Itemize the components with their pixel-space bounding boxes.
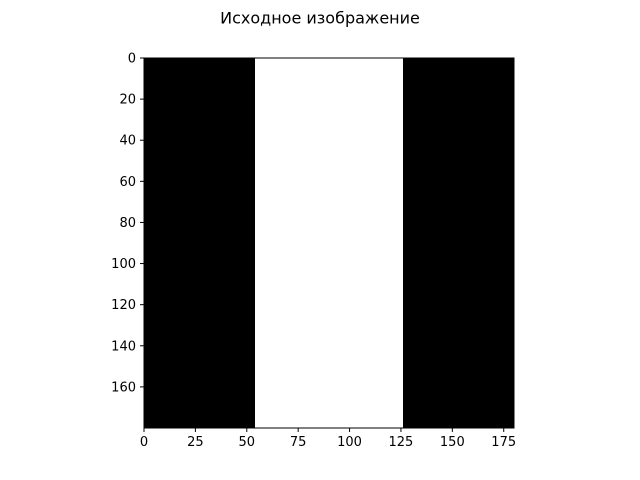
image-band-0 [255, 58, 403, 428]
x-tick-label: 50 [239, 435, 256, 450]
y-tick-label: 60 [119, 175, 136, 190]
x-tick-label: 125 [389, 435, 414, 450]
y-tick-label: 0 [128, 52, 136, 67]
y-tick-label: 160 [111, 380, 136, 395]
y-tick-label: 120 [111, 298, 136, 313]
x-tick-label: 0 [140, 435, 148, 450]
axes: 0 25 50 75 100 125 150 175 0 20 40 60 80 100 120 140 160 [111, 52, 516, 451]
x-tick-label: 100 [337, 435, 362, 450]
y-tick-label: 100 [111, 257, 136, 272]
y-tick-label: 40 [119, 134, 136, 149]
y-tick-label: 20 [119, 93, 136, 108]
plot-frame [143, 57, 515, 429]
x-tick-label: 175 [491, 435, 516, 450]
y-tick-label: 80 [119, 216, 136, 231]
y-tick-label: 140 [111, 339, 136, 354]
chart-title: Исходное изображение [220, 9, 420, 28]
image-area [144, 58, 514, 428]
x-tick-label: 150 [440, 435, 465, 450]
x-tick-label: 75 [290, 435, 307, 450]
x-tick-label: 25 [187, 435, 204, 450]
